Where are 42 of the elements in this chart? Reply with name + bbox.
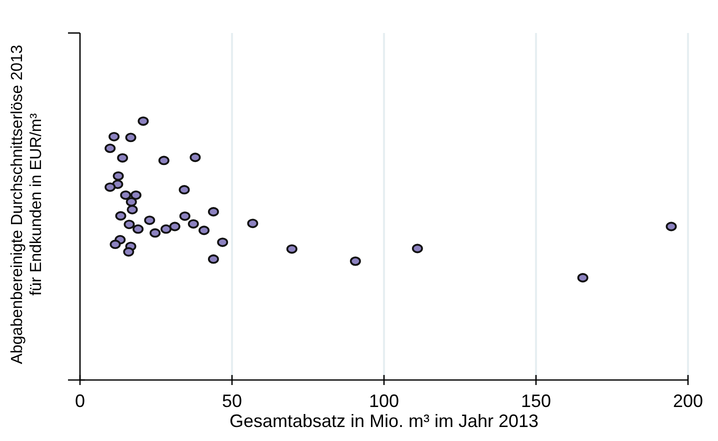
point — [130, 190, 142, 200]
point — [115, 211, 126, 221]
x-tick-label: 100 — [368, 391, 400, 411]
point — [112, 171, 124, 181]
y-axis-title: Abgabenbereinigte Durchschnittserlöse 2013 für Endkunden in EUR/m³ — [9, 44, 45, 364]
point — [158, 156, 170, 166]
x-tick-label: 150 — [520, 391, 552, 411]
point — [217, 238, 228, 247]
point — [104, 144, 116, 154]
point — [190, 152, 201, 162]
x-tick-label: 200 — [672, 391, 704, 411]
point — [123, 247, 134, 257]
point — [110, 240, 121, 250]
point — [132, 224, 144, 234]
point — [150, 228, 161, 238]
point — [117, 153, 128, 163]
point — [108, 132, 120, 142]
point — [126, 197, 137, 207]
point — [208, 254, 219, 264]
point — [208, 207, 219, 216]
point — [124, 220, 135, 230]
point — [666, 222, 677, 232]
point — [120, 190, 132, 200]
point — [198, 226, 210, 236]
point — [126, 204, 138, 214]
point — [144, 216, 156, 225]
point — [125, 132, 136, 142]
point — [188, 219, 199, 229]
point — [179, 211, 190, 221]
point — [104, 182, 116, 192]
point — [247, 218, 258, 228]
point — [169, 222, 180, 232]
x-tick-label: 0 — [74, 391, 86, 411]
x-tick-label: 50 — [222, 391, 242, 411]
point — [160, 224, 172, 234]
point — [577, 273, 588, 282]
point — [138, 116, 149, 126]
point — [286, 244, 298, 254]
point — [412, 244, 423, 254]
point — [350, 256, 361, 266]
point — [178, 185, 190, 194]
x-axis-title: Gesamtabsatz in Mio. m³ im Jahr 2013 — [229, 411, 539, 431]
